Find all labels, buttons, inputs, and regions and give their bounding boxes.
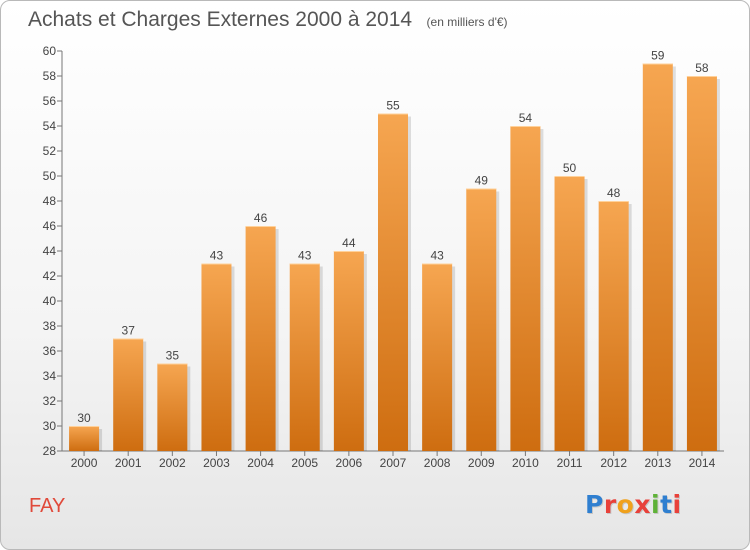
x-tick-label: 2007 (380, 456, 407, 470)
bar (466, 188, 497, 451)
data-label: 43 (430, 249, 444, 263)
data-label: 37 (122, 324, 136, 338)
bar (245, 226, 276, 451)
y-tick-label: 56 (43, 94, 57, 108)
chart-title-text: Achats et Charges Externes 2000 à 2014 (28, 8, 413, 31)
y-tick-label: 38 (43, 319, 57, 333)
logo-letter: P (585, 490, 604, 519)
data-label: 44 (342, 236, 356, 250)
bar (201, 263, 232, 451)
data-label: 58 (695, 61, 709, 75)
y-tick-label: 44 (43, 244, 57, 258)
x-tick-label: 2014 (689, 456, 716, 470)
bar (598, 201, 629, 451)
y-tick-label: 48 (43, 194, 57, 208)
x-tick-label: 2011 (557, 456, 583, 470)
data-label: 54 (519, 111, 533, 125)
data-label: 49 (475, 174, 489, 188)
y-tick-label: 52 (43, 144, 57, 158)
y-tick-label: 54 (43, 119, 57, 133)
logo-letter: o (616, 490, 635, 519)
logo-letter: r (603, 490, 617, 519)
x-tick-label: 2013 (644, 456, 671, 470)
logo-letter: i (672, 490, 682, 519)
bar (422, 263, 453, 451)
x-tick-label: 2004 (247, 456, 274, 470)
logo-letter: i (651, 490, 661, 519)
data-label: 30 (77, 411, 91, 425)
bar (554, 176, 585, 451)
y-tick-label: 40 (43, 294, 57, 308)
x-tick-label: 2006 (336, 456, 363, 470)
y-tick-label: 36 (43, 344, 57, 358)
logo-letter: x (634, 490, 651, 519)
bar (378, 113, 408, 451)
y-tick-label: 60 (43, 44, 57, 58)
logo-letter: t (660, 490, 673, 519)
y-tick-label: 42 (43, 269, 57, 283)
x-tick-label: 2012 (600, 456, 627, 470)
data-label: 35 (166, 349, 180, 363)
y-tick-label: 34 (43, 369, 57, 383)
x-tick-label: 2010 (512, 456, 539, 470)
y-tick-label: 30 (43, 419, 57, 433)
x-tick-label: 2001 (115, 456, 142, 470)
proxiti-logo: Proxiti (585, 490, 682, 519)
data-label: 43 (298, 249, 312, 263)
commune-name: FAY (29, 495, 66, 517)
y-tick-label: 46 (43, 219, 57, 233)
x-tick-label: 2002 (159, 456, 186, 470)
bar (642, 63, 673, 451)
data-label: 59 (651, 49, 665, 63)
x-tick-label: 2008 (424, 456, 451, 470)
chart-title: Achats et Charges Externes 2000 à 2014 (… (28, 8, 508, 32)
bar (510, 126, 541, 451)
data-label: 50 (563, 161, 577, 175)
x-tick-label: 2000 (71, 456, 98, 470)
x-tick-label: 2003 (203, 456, 230, 470)
bar (686, 76, 717, 451)
bar (333, 251, 364, 451)
x-tick-label: 2009 (468, 456, 495, 470)
y-tick-label: 50 (43, 169, 57, 183)
chart-unit-text: (en milliers d'€) (426, 15, 508, 29)
bar (69, 426, 100, 451)
y-tick-label: 58 (43, 69, 57, 83)
data-label: 46 (254, 211, 268, 225)
y-tick-label: 32 (43, 394, 57, 408)
data-label: 43 (210, 249, 224, 263)
bar (113, 338, 144, 451)
bar (289, 263, 320, 451)
bar (157, 363, 188, 451)
x-tick-label: 2005 (291, 456, 318, 470)
y-tick-label: 28 (43, 444, 57, 458)
data-label: 55 (386, 99, 400, 113)
data-label: 48 (607, 186, 621, 200)
